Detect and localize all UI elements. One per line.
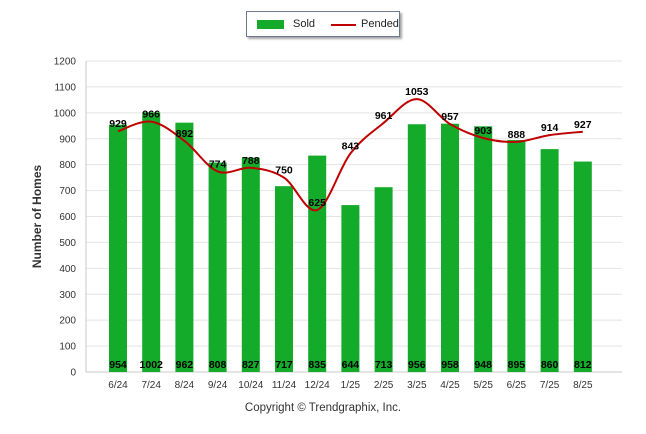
sold-data-label: 948 xyxy=(474,359,492,371)
sold-bar xyxy=(341,205,360,372)
legend-label-pended: Pended xyxy=(361,18,399,30)
y-tick-label: 0 xyxy=(70,368,76,379)
sold-data-label: 808 xyxy=(209,359,227,371)
x-tick-label: 8/24 xyxy=(175,380,195,391)
sold-bar xyxy=(441,123,459,373)
sold-bar xyxy=(573,161,592,372)
legend-label-sold: Sold xyxy=(293,18,316,30)
y-tick-label: 700 xyxy=(59,186,76,197)
y-tick-label: 1100 xyxy=(54,82,76,93)
pended-data-label: 774 xyxy=(209,158,227,170)
sold-bar xyxy=(208,162,227,372)
pended-data-label: 966 xyxy=(142,109,160,121)
y-tick-label: 800 xyxy=(59,160,76,171)
y-tick-label: 1000 xyxy=(54,108,77,119)
sold-bar xyxy=(540,149,559,372)
sold-bar xyxy=(507,140,526,372)
x-tick-label: 4/25 xyxy=(440,380,460,391)
sold-bar xyxy=(308,155,327,372)
x-tick-label: 7/24 xyxy=(141,380,161,391)
sold-bar xyxy=(407,124,426,372)
y-tick-label: 100 xyxy=(59,342,76,353)
pended-data-label: 957 xyxy=(441,111,459,123)
legend-swatch-pended xyxy=(331,24,356,26)
legend-swatch-sold xyxy=(257,20,284,29)
pended-data-label: 903 xyxy=(474,125,492,137)
pended-data-label: 927 xyxy=(574,119,592,131)
x-tick-label: 5/25 xyxy=(473,380,493,391)
pended-line xyxy=(117,98,583,212)
x-tick-label: 10/24 xyxy=(238,380,263,391)
pended-data-label: 961 xyxy=(375,110,393,122)
sold-bar xyxy=(175,122,194,372)
sold-data-label: 1002 xyxy=(140,359,164,371)
copyright-text: Copyright © Trendgraphix, Inc. xyxy=(244,402,402,414)
pended-data-label: 1053 xyxy=(405,86,429,98)
pended-data-label: 892 xyxy=(176,128,194,140)
sold-bar xyxy=(109,124,127,372)
pended-data-label: 914 xyxy=(541,122,559,134)
pended-data-label: 625 xyxy=(308,197,326,209)
sold-bar xyxy=(374,187,393,372)
sold-data-label: 956 xyxy=(408,359,426,371)
pended-data-label: 888 xyxy=(508,129,526,141)
pended-data-label: 788 xyxy=(242,155,260,167)
sold-bar xyxy=(142,112,161,372)
x-tick-label: 6/24 xyxy=(108,380,128,391)
sold-bar xyxy=(275,186,293,372)
pended-data-label: 929 xyxy=(109,118,127,130)
sold-data-label: 644 xyxy=(342,359,360,371)
sold-data-label: 812 xyxy=(574,359,592,371)
x-tick-label: 6/25 xyxy=(507,380,527,391)
sold-bar xyxy=(474,126,493,372)
sold-data-label: 954 xyxy=(109,359,127,371)
y-tick-label: 1200 xyxy=(54,57,77,68)
y-axis-title: Number of Homes xyxy=(30,165,44,269)
sold-data-label: 827 xyxy=(242,359,260,371)
sold-data-label: 962 xyxy=(176,359,194,371)
y-tick-label: 600 xyxy=(59,212,76,223)
sold-data-label: 713 xyxy=(375,359,393,371)
y-tick-label: 200 xyxy=(59,316,76,327)
x-tick-label: 11/24 xyxy=(272,380,297,391)
y-tick-label: 400 xyxy=(59,264,76,275)
x-tick-label: 7/25 xyxy=(540,380,560,391)
chart-legend: Sold Pended xyxy=(246,11,400,37)
x-tick-label: 1/25 xyxy=(341,380,361,391)
y-tick-label: 500 xyxy=(59,238,76,249)
y-tick-label: 900 xyxy=(59,134,76,145)
sold-data-label: 860 xyxy=(541,359,559,371)
x-tick-label: 12/24 xyxy=(305,380,330,391)
x-tick-label: 8/25 xyxy=(573,380,593,391)
sold-bar xyxy=(241,157,260,372)
sold-data-label: 895 xyxy=(508,359,526,371)
sold-data-label: 835 xyxy=(308,359,326,371)
pended-data-label: 750 xyxy=(275,165,293,177)
x-tick-label: 2/25 xyxy=(374,380,394,391)
sold-data-label: 958 xyxy=(441,359,459,371)
pended-data-label: 843 xyxy=(342,141,360,153)
x-tick-label: 9/24 xyxy=(208,380,228,391)
y-tick-label: 300 xyxy=(59,290,76,301)
x-tick-label: 3/25 xyxy=(407,380,427,391)
sold-data-label: 717 xyxy=(275,359,293,371)
